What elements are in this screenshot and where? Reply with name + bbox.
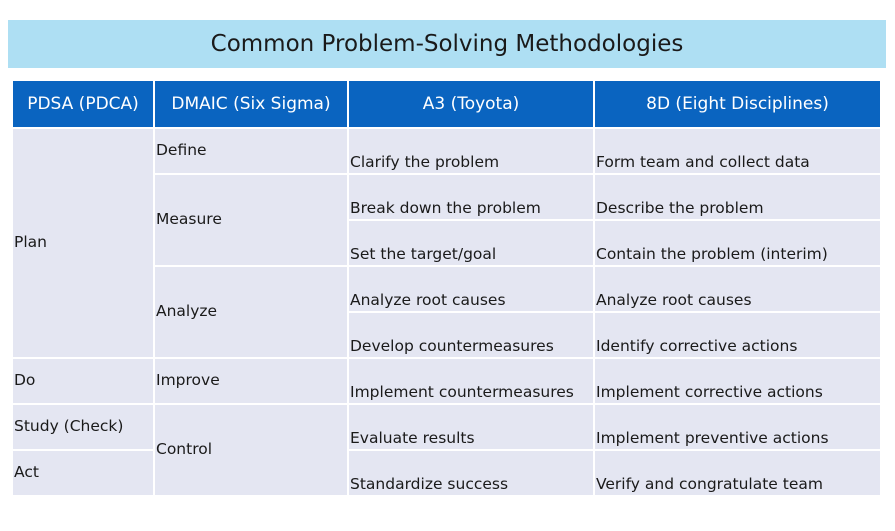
header-a3: A3 (Toyota) [348,81,595,128]
eight-d-step: Contain the problem (interim) [596,245,828,263]
table-row: Study (Check) Control Evaluate results I… [13,404,880,497]
a3-step: Set the target/goal [350,245,497,263]
a3-cell: Analyze root causes [348,266,595,313]
eight-d-cell: Form team and collect data [594,127,880,175]
header-dmaic: DMAIC (Six Sigma) [154,81,349,128]
eight-d-cell: Analyze root causes [594,266,880,313]
table-row: Do Improve Implement countermeasures Imp… [13,358,880,405]
a3-cell: Clarify the problem [348,127,595,175]
a3-step: Break down the problem [350,199,541,217]
eight-d-step: Verify and congratulate team [596,475,823,493]
pdsa-act-cell: Act [13,450,155,497]
eight-d-cell: Contain the problem (interim) [594,220,880,267]
eight-d-step: Analyze root causes [596,291,752,309]
a3-step: Evaluate results [350,429,475,447]
pdsa-do-label: Do [14,371,36,389]
dmaic-define-label: Define [156,141,207,159]
pdsa-act-label: Act [14,463,39,481]
methodology-table: PDSA (PDCA) DMAIC (Six Sigma) A3 (Toyota… [13,81,880,497]
eight-d-step: Describe the problem [596,199,764,217]
header-row: PDSA (PDCA) DMAIC (Six Sigma) A3 (Toyota… [13,81,880,128]
eight-d-step: Form team and collect data [596,153,810,171]
a3-step: Standardize success [350,475,509,493]
pdsa-plan-cell: Plan [13,127,155,359]
pdsa-study-label: Study (Check) [14,417,124,435]
dmaic-control-cell: Control [154,404,349,497]
table-row: Act Standardize success Verify and congr… [13,450,880,497]
pdsa-plan-label: Plan [14,233,47,251]
dmaic-improve-cell: Improve [154,358,349,405]
table-row: Develop countermeasures Identify correct… [13,312,880,359]
pdsa-do-cell: Do [13,358,155,405]
page-title: Common Problem-Solving Methodologies [210,31,684,57]
table-row: Set the target/goal Contain the problem … [13,220,880,267]
eight-d-step: Implement preventive actions [596,429,829,447]
eight-d-cell: Implement corrective actions [594,358,880,405]
dmaic-measure-label: Measure [156,210,222,228]
dmaic-analyze-cell: Analyze [154,266,349,359]
dmaic-improve-label: Improve [156,371,220,389]
eight-d-step: Implement corrective actions [596,383,823,401]
a3-cell: Develop countermeasures [348,312,595,359]
eight-d-step: Identify corrective actions [596,337,798,355]
eight-d-cell: Implement preventive actions [594,404,880,451]
a3-cell: Set the target/goal [348,220,595,267]
title-banner: Common Problem-Solving Methodologies [8,20,886,68]
eight-d-cell: Describe the problem [594,174,880,221]
dmaic-control-label: Control [156,440,213,458]
a3-step: Develop countermeasures [350,337,554,355]
a3-step: Analyze root causes [350,291,506,309]
dmaic-measure-cell: Measure [154,174,349,267]
a3-cell: Evaluate results [348,404,595,451]
eight-d-cell: Identify corrective actions [594,312,880,359]
eight-d-cell: Verify and congratulate team [594,450,880,497]
a3-step: Clarify the problem [350,153,500,171]
dmaic-define-cell: Define [154,127,349,175]
a3-cell: Break down the problem [348,174,595,221]
a3-cell: Implement countermeasures [348,358,595,405]
header-8d: 8D (Eight Disciplines) [594,81,880,128]
table-row: Analyze Analyze root causes Analyze root… [13,266,880,359]
a3-step: Implement countermeasures [350,383,574,401]
pdsa-study-cell: Study (Check) [13,404,155,451]
dmaic-analyze-label: Analyze [156,302,218,320]
header-pdsa: PDSA (PDCA) [13,81,155,128]
table-row: Measure Break down the problem Describe … [13,174,880,267]
table-row: Plan Define Clarify the problem Form tea… [13,127,880,359]
a3-cell: Standardize success [348,450,595,497]
